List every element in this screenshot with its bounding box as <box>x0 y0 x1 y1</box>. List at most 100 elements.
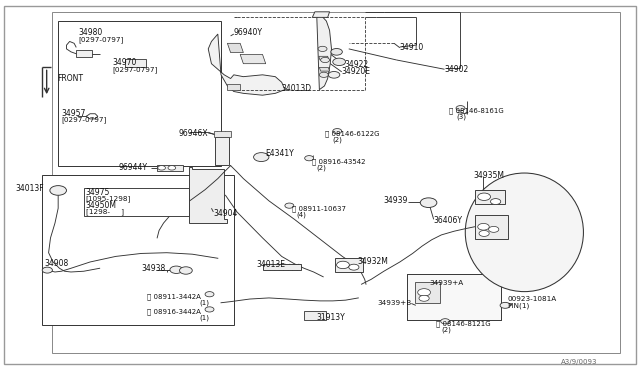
Text: A3/9/0093: A3/9/0093 <box>561 359 598 365</box>
Circle shape <box>479 231 489 236</box>
Text: (2): (2) <box>317 164 326 171</box>
Text: (2): (2) <box>442 326 451 333</box>
Circle shape <box>490 199 500 205</box>
Text: Ⓜ 08916-3442A: Ⓜ 08916-3442A <box>147 309 201 315</box>
Polygon shape <box>319 67 330 71</box>
Circle shape <box>205 307 214 312</box>
Polygon shape <box>208 34 285 95</box>
Circle shape <box>321 57 330 62</box>
Polygon shape <box>317 16 332 90</box>
Bar <box>214 131 230 137</box>
Text: 36406Y: 36406Y <box>434 217 463 225</box>
Text: 34957: 34957 <box>61 109 86 118</box>
Text: 34975: 34975 <box>86 188 110 197</box>
Text: Ⓑ 08146-8121G: Ⓑ 08146-8121G <box>436 321 491 327</box>
Circle shape <box>319 72 328 77</box>
Text: (2): (2) <box>333 137 342 143</box>
Text: Ⓑ 08146-8161G: Ⓑ 08146-8161G <box>449 108 504 115</box>
Circle shape <box>253 153 269 161</box>
Polygon shape <box>227 43 243 52</box>
Text: Ⓝ 08911-3442A: Ⓝ 08911-3442A <box>147 294 201 301</box>
Circle shape <box>420 198 437 208</box>
Text: [0297-0797]: [0297-0797] <box>79 36 124 43</box>
Text: 31913Y: 31913Y <box>317 313 346 322</box>
Text: 96946X: 96946X <box>179 128 208 138</box>
Text: (3): (3) <box>457 113 467 119</box>
Text: [1095-1298]: [1095-1298] <box>86 196 131 202</box>
Circle shape <box>42 267 52 273</box>
Text: 34932M: 34932M <box>357 257 388 266</box>
Text: 34935M: 34935M <box>473 171 504 180</box>
Text: (1): (1) <box>199 315 209 321</box>
Bar <box>474 190 505 204</box>
Circle shape <box>285 203 294 208</box>
Bar <box>407 274 501 320</box>
Text: Ⓜ 08916-43542: Ⓜ 08916-43542 <box>312 158 365 165</box>
Text: 34970: 34970 <box>113 58 137 67</box>
Text: FRONT: FRONT <box>57 74 83 83</box>
Circle shape <box>500 302 510 308</box>
Bar <box>215 137 229 164</box>
Text: 34013F: 34013F <box>15 184 44 193</box>
Circle shape <box>50 186 67 195</box>
Text: 34902: 34902 <box>445 65 468 74</box>
Circle shape <box>170 266 182 273</box>
Polygon shape <box>227 84 240 90</box>
Text: 96940Y: 96940Y <box>234 28 263 37</box>
Text: [1298-     ]: [1298- ] <box>86 209 124 215</box>
Bar <box>84 188 189 216</box>
Circle shape <box>477 193 490 201</box>
Text: 34013D: 34013D <box>282 84 312 93</box>
Text: 34922: 34922 <box>344 60 369 69</box>
Text: (1): (1) <box>199 299 209 306</box>
Circle shape <box>331 48 342 55</box>
Text: E4341Y: E4341Y <box>266 149 294 158</box>
Circle shape <box>168 166 175 170</box>
Text: Ⓑ 08146-6122G: Ⓑ 08146-6122G <box>325 131 380 137</box>
Circle shape <box>419 295 429 301</box>
Ellipse shape <box>465 173 584 292</box>
Circle shape <box>418 289 431 296</box>
Bar <box>474 215 508 238</box>
Circle shape <box>488 227 499 232</box>
Bar <box>52 12 620 353</box>
Circle shape <box>441 319 450 324</box>
Circle shape <box>158 166 166 170</box>
Text: (4): (4) <box>296 211 307 218</box>
Bar <box>42 175 234 325</box>
Bar <box>407 274 501 320</box>
Text: 00923-1081A: 00923-1081A <box>507 296 556 302</box>
Bar <box>58 21 221 166</box>
Bar <box>415 282 440 303</box>
Circle shape <box>305 155 314 161</box>
Bar <box>76 50 92 57</box>
Circle shape <box>179 267 192 274</box>
Bar <box>125 59 146 67</box>
Text: 34939+B: 34939+B <box>377 300 412 306</box>
Circle shape <box>205 292 214 297</box>
Text: 96944Y: 96944Y <box>119 163 148 171</box>
Bar <box>304 311 326 320</box>
Circle shape <box>349 264 359 270</box>
Circle shape <box>318 46 327 51</box>
Text: 34920E: 34920E <box>342 67 371 76</box>
Circle shape <box>328 71 340 78</box>
Polygon shape <box>319 56 329 60</box>
Circle shape <box>333 129 342 134</box>
Bar <box>157 164 182 171</box>
Text: [0297-0797]: [0297-0797] <box>113 66 157 73</box>
Bar <box>262 264 301 270</box>
Text: [0297-0797]: [0297-0797] <box>61 117 107 124</box>
Circle shape <box>477 224 489 230</box>
Polygon shape <box>312 12 330 17</box>
Text: 34980: 34980 <box>79 28 103 38</box>
Circle shape <box>337 261 349 269</box>
Polygon shape <box>240 54 266 64</box>
Text: Ⓝ 08911-10637: Ⓝ 08911-10637 <box>292 206 346 212</box>
Text: 34939+A: 34939+A <box>430 280 464 286</box>
Bar <box>335 258 364 272</box>
Text: 34938: 34938 <box>141 264 165 273</box>
Circle shape <box>333 58 346 65</box>
Text: 34910: 34910 <box>400 43 424 52</box>
Polygon shape <box>189 167 227 223</box>
